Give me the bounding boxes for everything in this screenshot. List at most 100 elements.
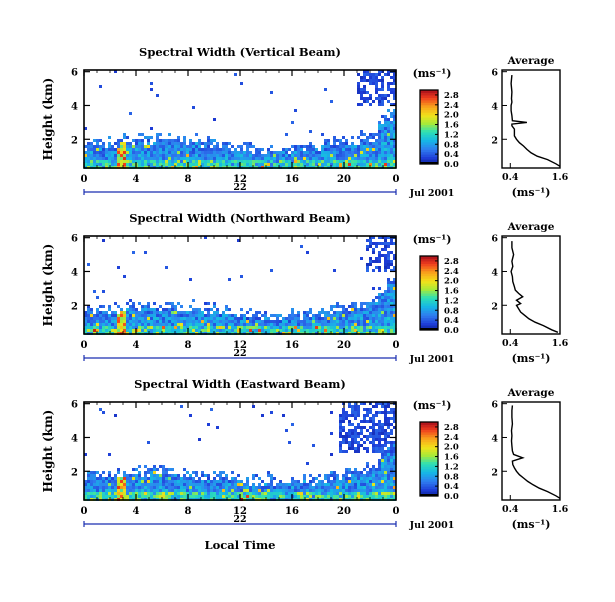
heatmap-cell: [138, 486, 141, 489]
heatmap-cell: [177, 326, 180, 329]
heatmap-cell: [258, 157, 261, 160]
heatmap-cell: [93, 480, 96, 483]
heatmap-cell: [243, 157, 246, 160]
heatmap-cell: [381, 468, 384, 471]
colorbar-segment: [420, 270, 438, 274]
colorbar-tick-label: 2.0: [444, 277, 459, 287]
heatmap-cell: [117, 486, 120, 489]
heatmap-cell: [381, 254, 384, 257]
heatmap-cell: [384, 326, 387, 329]
heatmap-cell: [372, 423, 375, 426]
heatmap-cell: [381, 70, 384, 73]
heatmap-cell: [390, 239, 393, 242]
heatmap-cell: [369, 154, 372, 157]
heatmap-cell: [306, 311, 309, 314]
heatmap-cell: [207, 145, 210, 148]
x-tick-label: 4: [133, 174, 140, 185]
heatmap-cell: [174, 142, 177, 145]
heatmap-cell: [387, 441, 390, 444]
heatmap-cell: [279, 157, 282, 160]
heatmap-cell: [108, 314, 111, 317]
heatmap-cell: [156, 151, 159, 154]
heatmap-cell: [174, 154, 177, 157]
heatmap-cell: [234, 73, 237, 76]
heatmap-cell: [252, 323, 255, 326]
heatmap-cell: [393, 73, 396, 76]
heatmap-cell: [288, 323, 291, 326]
heatmap-cell: [360, 402, 363, 405]
x-tick-label: 4: [133, 506, 140, 517]
heatmap-cell: [171, 154, 174, 157]
heatmap-cell: [189, 492, 192, 495]
average-title: Average: [507, 55, 555, 67]
heatmap-cell: [378, 411, 381, 414]
heatmap-cell: [141, 308, 144, 311]
heatmap-cell: [138, 148, 141, 151]
heatmap-cell: [168, 314, 171, 317]
heatmap-cell: [270, 314, 273, 317]
heatmap-cell: [174, 139, 177, 142]
heatmap-cell: [261, 154, 264, 157]
heatmap-cell: [204, 236, 207, 239]
heatmap-cell: [213, 492, 216, 495]
heatmap-cell: [153, 145, 156, 148]
heatmap-cell: [381, 308, 384, 311]
heatmap-cell: [360, 148, 363, 151]
heatmap-cell: [354, 417, 357, 420]
heatmap-cell: [273, 495, 276, 498]
heatmap-cell: [135, 483, 138, 486]
heatmap-cell: [120, 145, 123, 148]
heatmap-cell: [180, 163, 183, 166]
heatmap-cell: [90, 474, 93, 477]
heatmap-cell: [324, 320, 327, 323]
heatmap-cell: [246, 157, 249, 160]
heatmap-cell: [150, 320, 153, 323]
heatmap-cell: [315, 317, 318, 320]
heatmap-cell: [369, 402, 372, 405]
heatmap-cell: [99, 157, 102, 160]
average-x-label: (ms⁻¹): [512, 186, 551, 199]
heatmap-cell: [387, 474, 390, 477]
heatmap-cell: [180, 314, 183, 317]
heatmap-cell: [384, 438, 387, 441]
heatmap-cell: [129, 157, 132, 160]
heatmap-cell: [390, 145, 393, 148]
heatmap-cell: [393, 314, 396, 317]
heatmap-cell: [165, 163, 168, 166]
heatmap-cell: [147, 317, 150, 320]
heatmap-cell: [342, 492, 345, 495]
heatmap-cell: [258, 483, 261, 486]
heatmap-cell: [135, 317, 138, 320]
heatmap-cell: [384, 453, 387, 456]
heatmap-cell: [381, 82, 384, 85]
colorbar-segment: [420, 317, 438, 321]
heatmap-cell: [342, 417, 345, 420]
heatmap-cell: [195, 471, 198, 474]
heatmap-cell: [384, 148, 387, 151]
heatmap-cell: [372, 73, 375, 76]
heatmap-cell: [153, 148, 156, 151]
heatmap-cell: [132, 139, 135, 142]
heatmap-cell: [309, 311, 312, 314]
heatmap-cell: [366, 263, 369, 266]
heatmap-cell: [384, 471, 387, 474]
heatmap-cell: [117, 151, 120, 154]
heatmap-cell: [153, 160, 156, 163]
heatmap-cell: [372, 492, 375, 495]
heatmap-cell: [315, 486, 318, 489]
heatmap-cell: [99, 477, 102, 480]
heatmap-cell: [126, 160, 129, 163]
heatmap-cell: [90, 480, 93, 483]
heatmap-cell: [387, 118, 390, 121]
heatmap-cell: [369, 163, 372, 166]
heatmap-cell: [375, 495, 378, 498]
heatmap-cell: [261, 320, 264, 323]
y-tick-label: 6: [71, 234, 78, 245]
heatmap-cell: [192, 320, 195, 323]
heatmap-cell: [381, 151, 384, 154]
average-x-tick-label: 0.4: [502, 338, 519, 349]
colorbar-segment: [420, 256, 438, 259]
heatmap-cell: [321, 157, 324, 160]
heatmap-cell: [294, 495, 297, 498]
heatmap-cell: [240, 495, 243, 498]
